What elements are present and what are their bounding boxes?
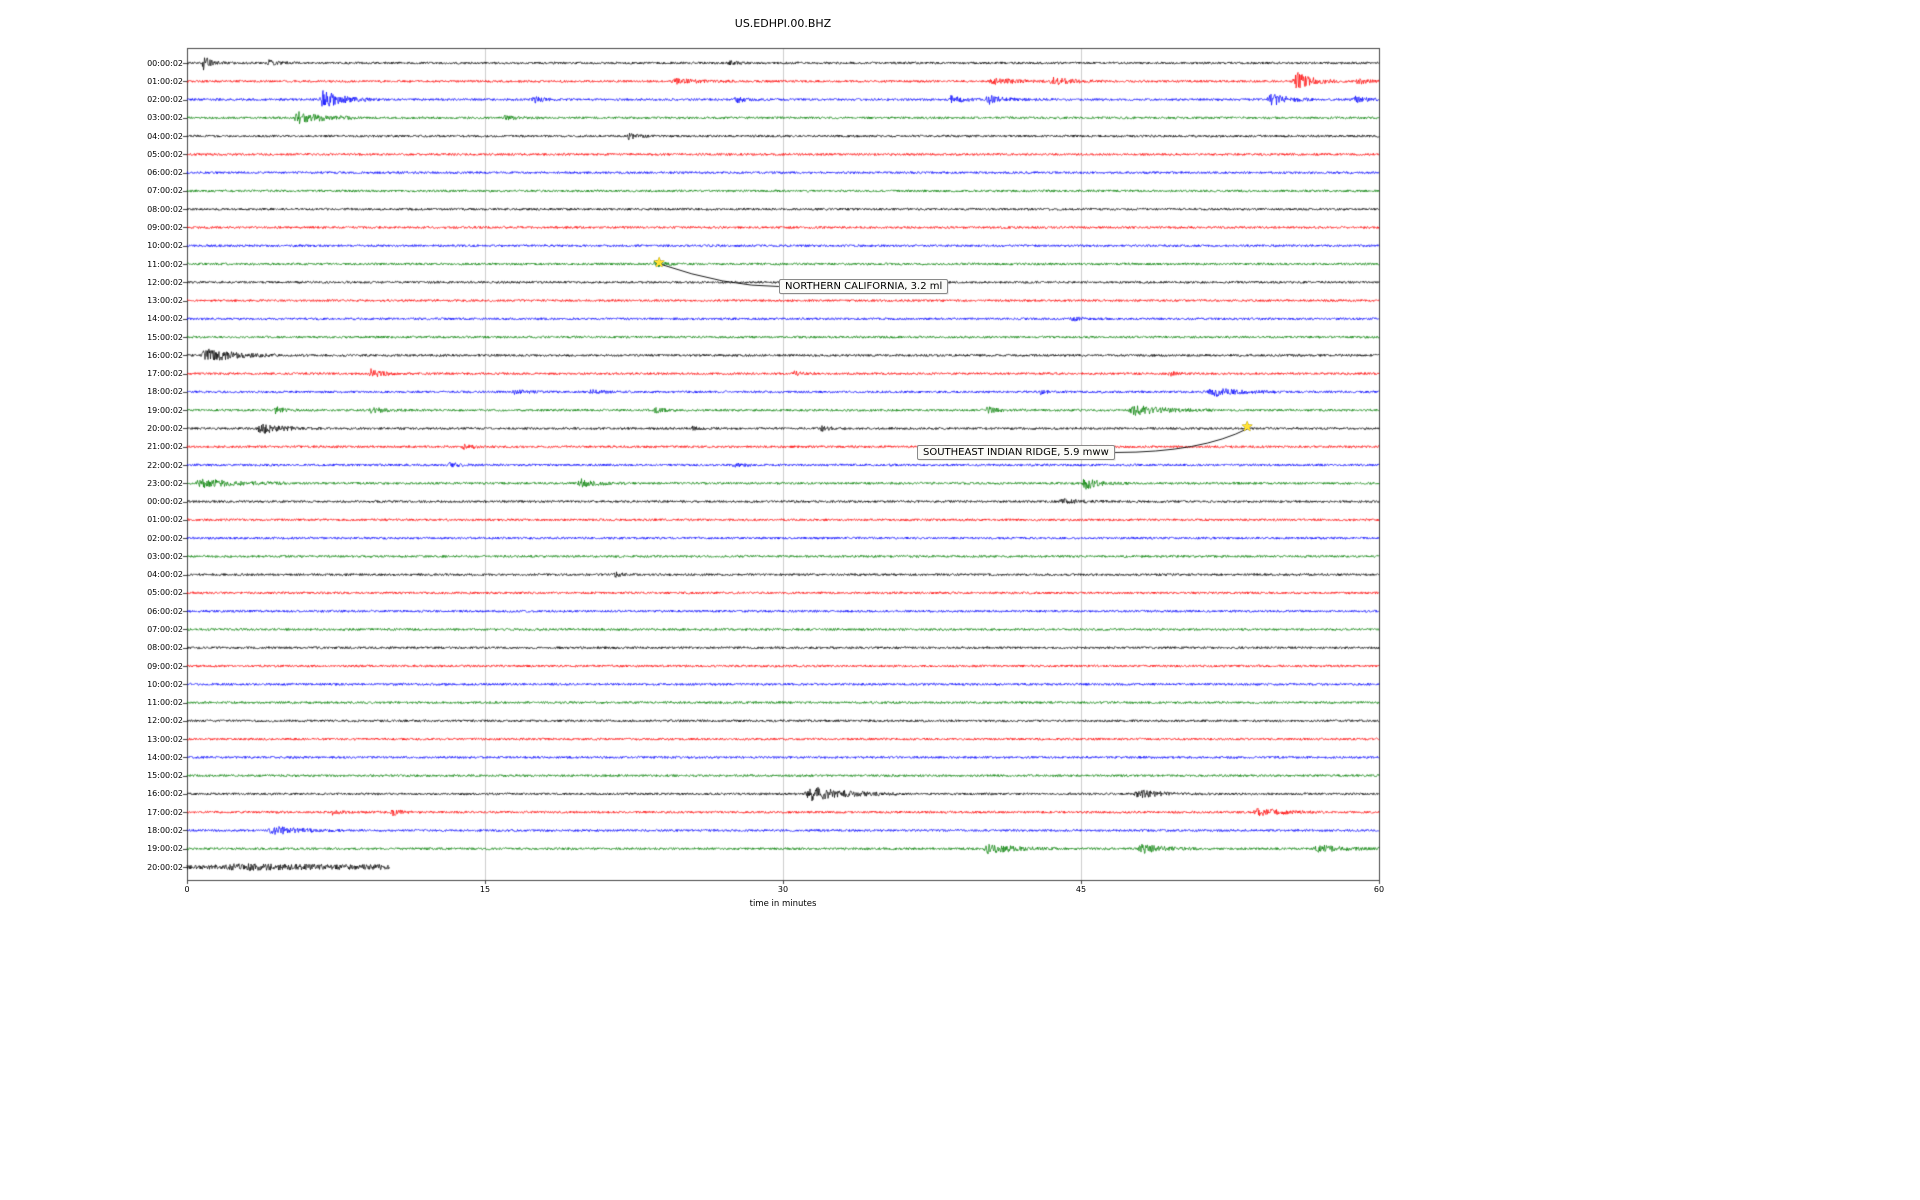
y-axis-label: 04:00:02 [147,131,183,141]
x-tick-label: 60 [1373,885,1385,894]
y-axis-label: 16:00:02 [147,789,183,799]
y-axis-label: 20:00:02 [147,423,183,433]
y-axis-label: 21:00:02 [147,442,183,452]
y-axis-label: 13:00:02 [147,734,183,744]
y-axis-label: 06:00:02 [147,606,183,616]
y-axis-label: 07:00:02 [147,624,183,634]
x-tick-label: 15 [479,885,491,894]
y-axis-label: 01:00:02 [147,515,183,525]
x-axis-title: time in minutes [749,899,817,909]
y-axis-label: 02:00:02 [147,95,183,105]
y-axis-label: 19:00:02 [147,844,183,854]
y-axis-label: 14:00:02 [147,314,183,324]
event-star-icon: ★ [1240,419,1254,436]
y-axis-label: 03:00:02 [147,113,183,123]
y-axis-label: 01:00:02 [147,76,183,86]
y-axis-label: 22:00:02 [147,460,183,470]
y-axis-label: 10:00:02 [147,679,183,689]
y-axis-label: 02:00:02 [147,533,183,543]
y-axis-label: 05:00:02 [147,588,183,598]
event-star-icon: ★ [652,255,666,271]
y-axis-label: 16:00:02 [147,350,183,360]
y-axis-label: 20:00:02 [147,862,183,872]
x-tick-label: 45 [1075,885,1087,894]
y-axis-label: 09:00:02 [147,661,183,671]
y-axis-label: 18:00:02 [147,387,183,397]
y-axis-label: 00:00:02 [147,58,183,68]
y-axis-label: 15:00:02 [147,771,183,781]
y-axis-label: 06:00:02 [147,168,183,178]
y-axis-label: 17:00:02 [147,369,183,379]
y-axis-label: 04:00:02 [147,570,183,580]
y-axis-label: 03:00:02 [147,551,183,561]
y-axis-label: 12:00:02 [147,716,183,726]
y-axis-label: 11:00:02 [147,698,183,708]
y-axis-label: 19:00:02 [147,405,183,415]
y-axis-label: 08:00:02 [147,643,183,653]
chart-title: US.EDHPI.00.BHZ [734,17,832,30]
annotation-label: NORTHERN CALIFORNIA, 3.2 ml [779,279,949,294]
y-axis-label: 05:00:02 [147,149,183,159]
y-axis-label: 18:00:02 [147,825,183,835]
y-axis-label: 10:00:02 [147,241,183,251]
y-axis-label: 23:00:02 [147,478,183,488]
y-axis-label: 09:00:02 [147,222,183,232]
y-axis-label: 07:00:02 [147,186,183,196]
y-axis-label: 11:00:02 [147,259,183,269]
y-axis-label: 15:00:02 [147,332,183,342]
x-tick-label: 0 [184,885,190,894]
y-axis-label: 12:00:02 [147,277,183,287]
annotation-label: SOUTHEAST INDIAN RIDGE, 5.9 mww [917,445,1115,460]
y-axis-label: 08:00:02 [147,204,183,214]
x-tick-label: 30 [777,885,789,894]
y-axis-label: 00:00:02 [147,497,183,507]
y-axis-label: 13:00:02 [147,296,183,306]
y-axis-label: 14:00:02 [147,752,183,762]
y-axis-label: 17:00:02 [147,807,183,817]
